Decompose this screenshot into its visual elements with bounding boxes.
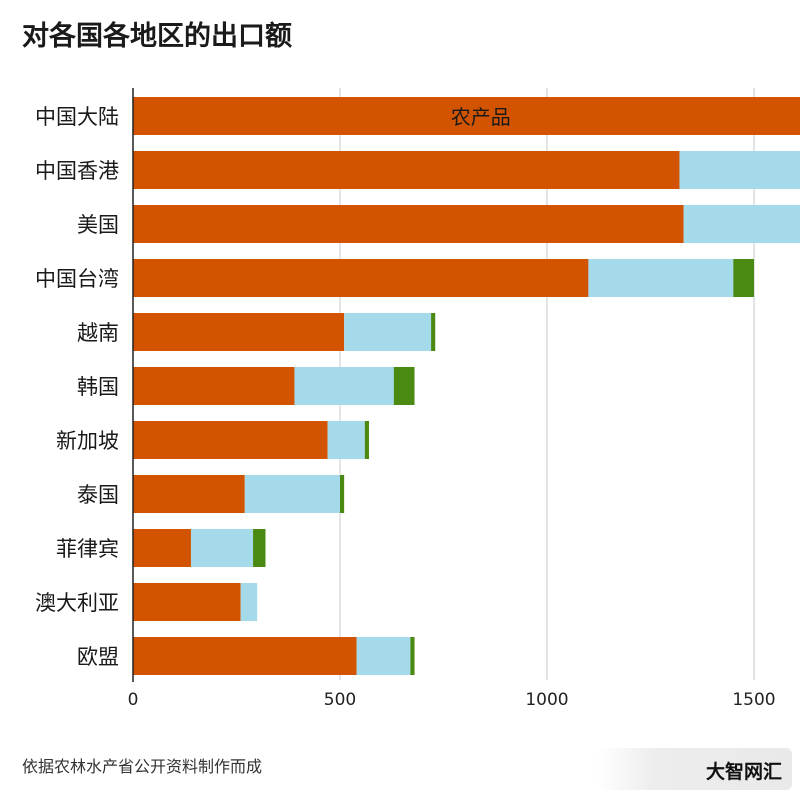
bar-segment-2: [683, 205, 800, 243]
category-label: 中国台湾: [35, 267, 119, 291]
bar-segment-2: [679, 151, 800, 189]
category-label: 韩国: [77, 375, 119, 399]
bar-segment-1: [133, 637, 357, 675]
bar-segment-1: [133, 259, 589, 297]
category-label: 中国大陆: [35, 105, 119, 129]
category-label: 菲律宾: [56, 537, 119, 561]
x-tick-label: 1500: [732, 690, 775, 710]
category-label: 澳大利亚: [35, 591, 119, 615]
bar-segment-2: [588, 259, 734, 297]
bar-segment-1: [133, 97, 800, 135]
category-label: 中国香港: [35, 159, 119, 183]
bar-segment-3: [340, 475, 345, 513]
bar-segment-2: [244, 475, 340, 513]
x-tick-label: 500: [324, 690, 356, 710]
category-label: 越南: [77, 321, 119, 345]
bar-segment-2: [344, 313, 432, 351]
bar-segment-2: [356, 637, 411, 675]
bar-segment-2: [240, 583, 258, 621]
source-note: 依据农林水产省公开资料制作而成: [22, 757, 263, 776]
watermark-badge: 大智网汇: [596, 748, 792, 790]
x-tick-label: 0: [128, 690, 139, 710]
bar-segment-3: [253, 529, 266, 567]
bar-segment-1: [133, 313, 345, 351]
series-label-agri: 农产品: [451, 105, 511, 129]
bar-segment-2: [190, 529, 254, 567]
watermark-text: 大智网汇: [705, 761, 782, 783]
bar-segment-1: [133, 151, 680, 189]
category-label: 新加坡: [56, 429, 119, 453]
bar-segment-1: [133, 205, 684, 243]
bar-segment-3: [431, 313, 436, 351]
bar-segment-1: [133, 475, 245, 513]
bar-segment-3: [393, 367, 415, 405]
category-label: 泰国: [77, 483, 119, 507]
bar-segment-1: [133, 529, 191, 567]
x-tick-label: 1000: [525, 690, 568, 710]
category-label: 美国: [77, 213, 119, 237]
bar-segment-2: [294, 367, 394, 405]
bar-segment-1: [133, 367, 295, 405]
bar-segment-2: [327, 421, 365, 459]
bar-segment-3: [410, 637, 415, 675]
bar-segment-3: [364, 421, 369, 459]
category-label: 欧盟: [77, 645, 119, 669]
bar-segment-1: [133, 583, 241, 621]
bar-segment-3: [733, 259, 754, 297]
chart-title: 对各国各地区的出口额: [22, 21, 292, 52]
bar-segment-1: [133, 421, 328, 459]
